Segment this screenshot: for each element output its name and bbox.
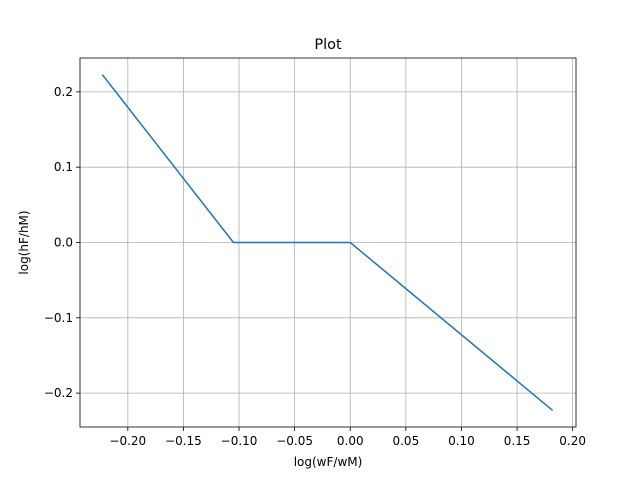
y-axis-ticks: −0.2 −0.1 0.0 0.1 0.2 — [44, 85, 80, 400]
x-tick-label: 0.20 — [559, 434, 586, 448]
x-tick-label: 0.05 — [392, 434, 419, 448]
y-axis-label: log(hF/hM) — [17, 210, 31, 274]
x-axis-label: log(wF/wM) — [294, 455, 363, 469]
x-tick-label: 0.10 — [448, 434, 475, 448]
x-tick-label: 0.15 — [504, 434, 531, 448]
series-layer — [101, 74, 554, 412]
x-tick-label: −0.15 — [165, 434, 202, 448]
x-tick-label: 0.00 — [337, 434, 364, 448]
series-line — [101, 74, 554, 412]
x-tick-label: −0.20 — [109, 434, 146, 448]
y-tick-label: −0.2 — [44, 386, 73, 400]
y-tick-label: −0.1 — [44, 311, 73, 325]
x-tick-label: −0.10 — [221, 434, 258, 448]
y-tick-label: 0.0 — [54, 236, 73, 250]
chart-title: Plot — [314, 37, 342, 53]
y-tick-label: 0.1 — [54, 160, 73, 174]
y-tick-label: 0.2 — [54, 85, 73, 99]
x-tick-label: −0.05 — [276, 434, 313, 448]
x-axis-ticks: −0.20 −0.15 −0.10 −0.05 0.00 0.05 0.10 0.15 0.20 — [109, 427, 586, 448]
